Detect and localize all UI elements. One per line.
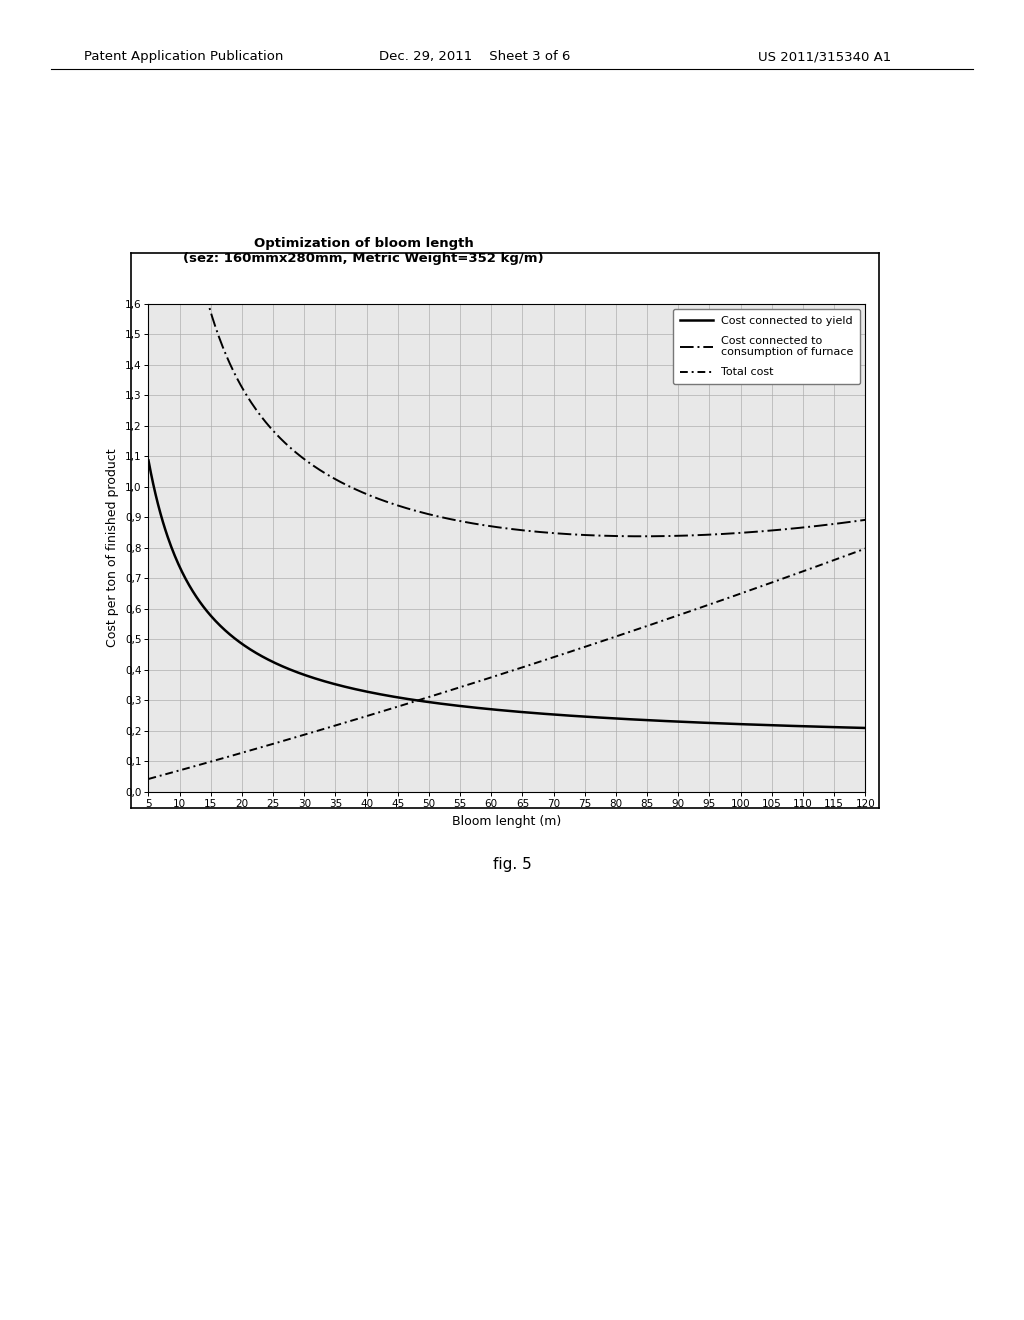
Y-axis label: Cost per ton of finished product: Cost per ton of finished product (106, 449, 120, 647)
Text: fig. 5: fig. 5 (493, 857, 531, 873)
Text: Optimization of bloom length
(sez: 160mmx280mm, Metric Weight=352 kg/m): Optimization of bloom length (sez: 160mm… (183, 236, 544, 264)
Text: Dec. 29, 2011    Sheet 3 of 6: Dec. 29, 2011 Sheet 3 of 6 (379, 50, 570, 63)
Text: Patent Application Publication: Patent Application Publication (84, 50, 284, 63)
Text: US 2011/315340 A1: US 2011/315340 A1 (758, 50, 891, 63)
Legend: Cost connected to yield, Cost connected to
consumption of furnace, Total cost: Cost connected to yield, Cost connected … (673, 309, 860, 384)
X-axis label: Bloom lenght (m): Bloom lenght (m) (453, 814, 561, 828)
